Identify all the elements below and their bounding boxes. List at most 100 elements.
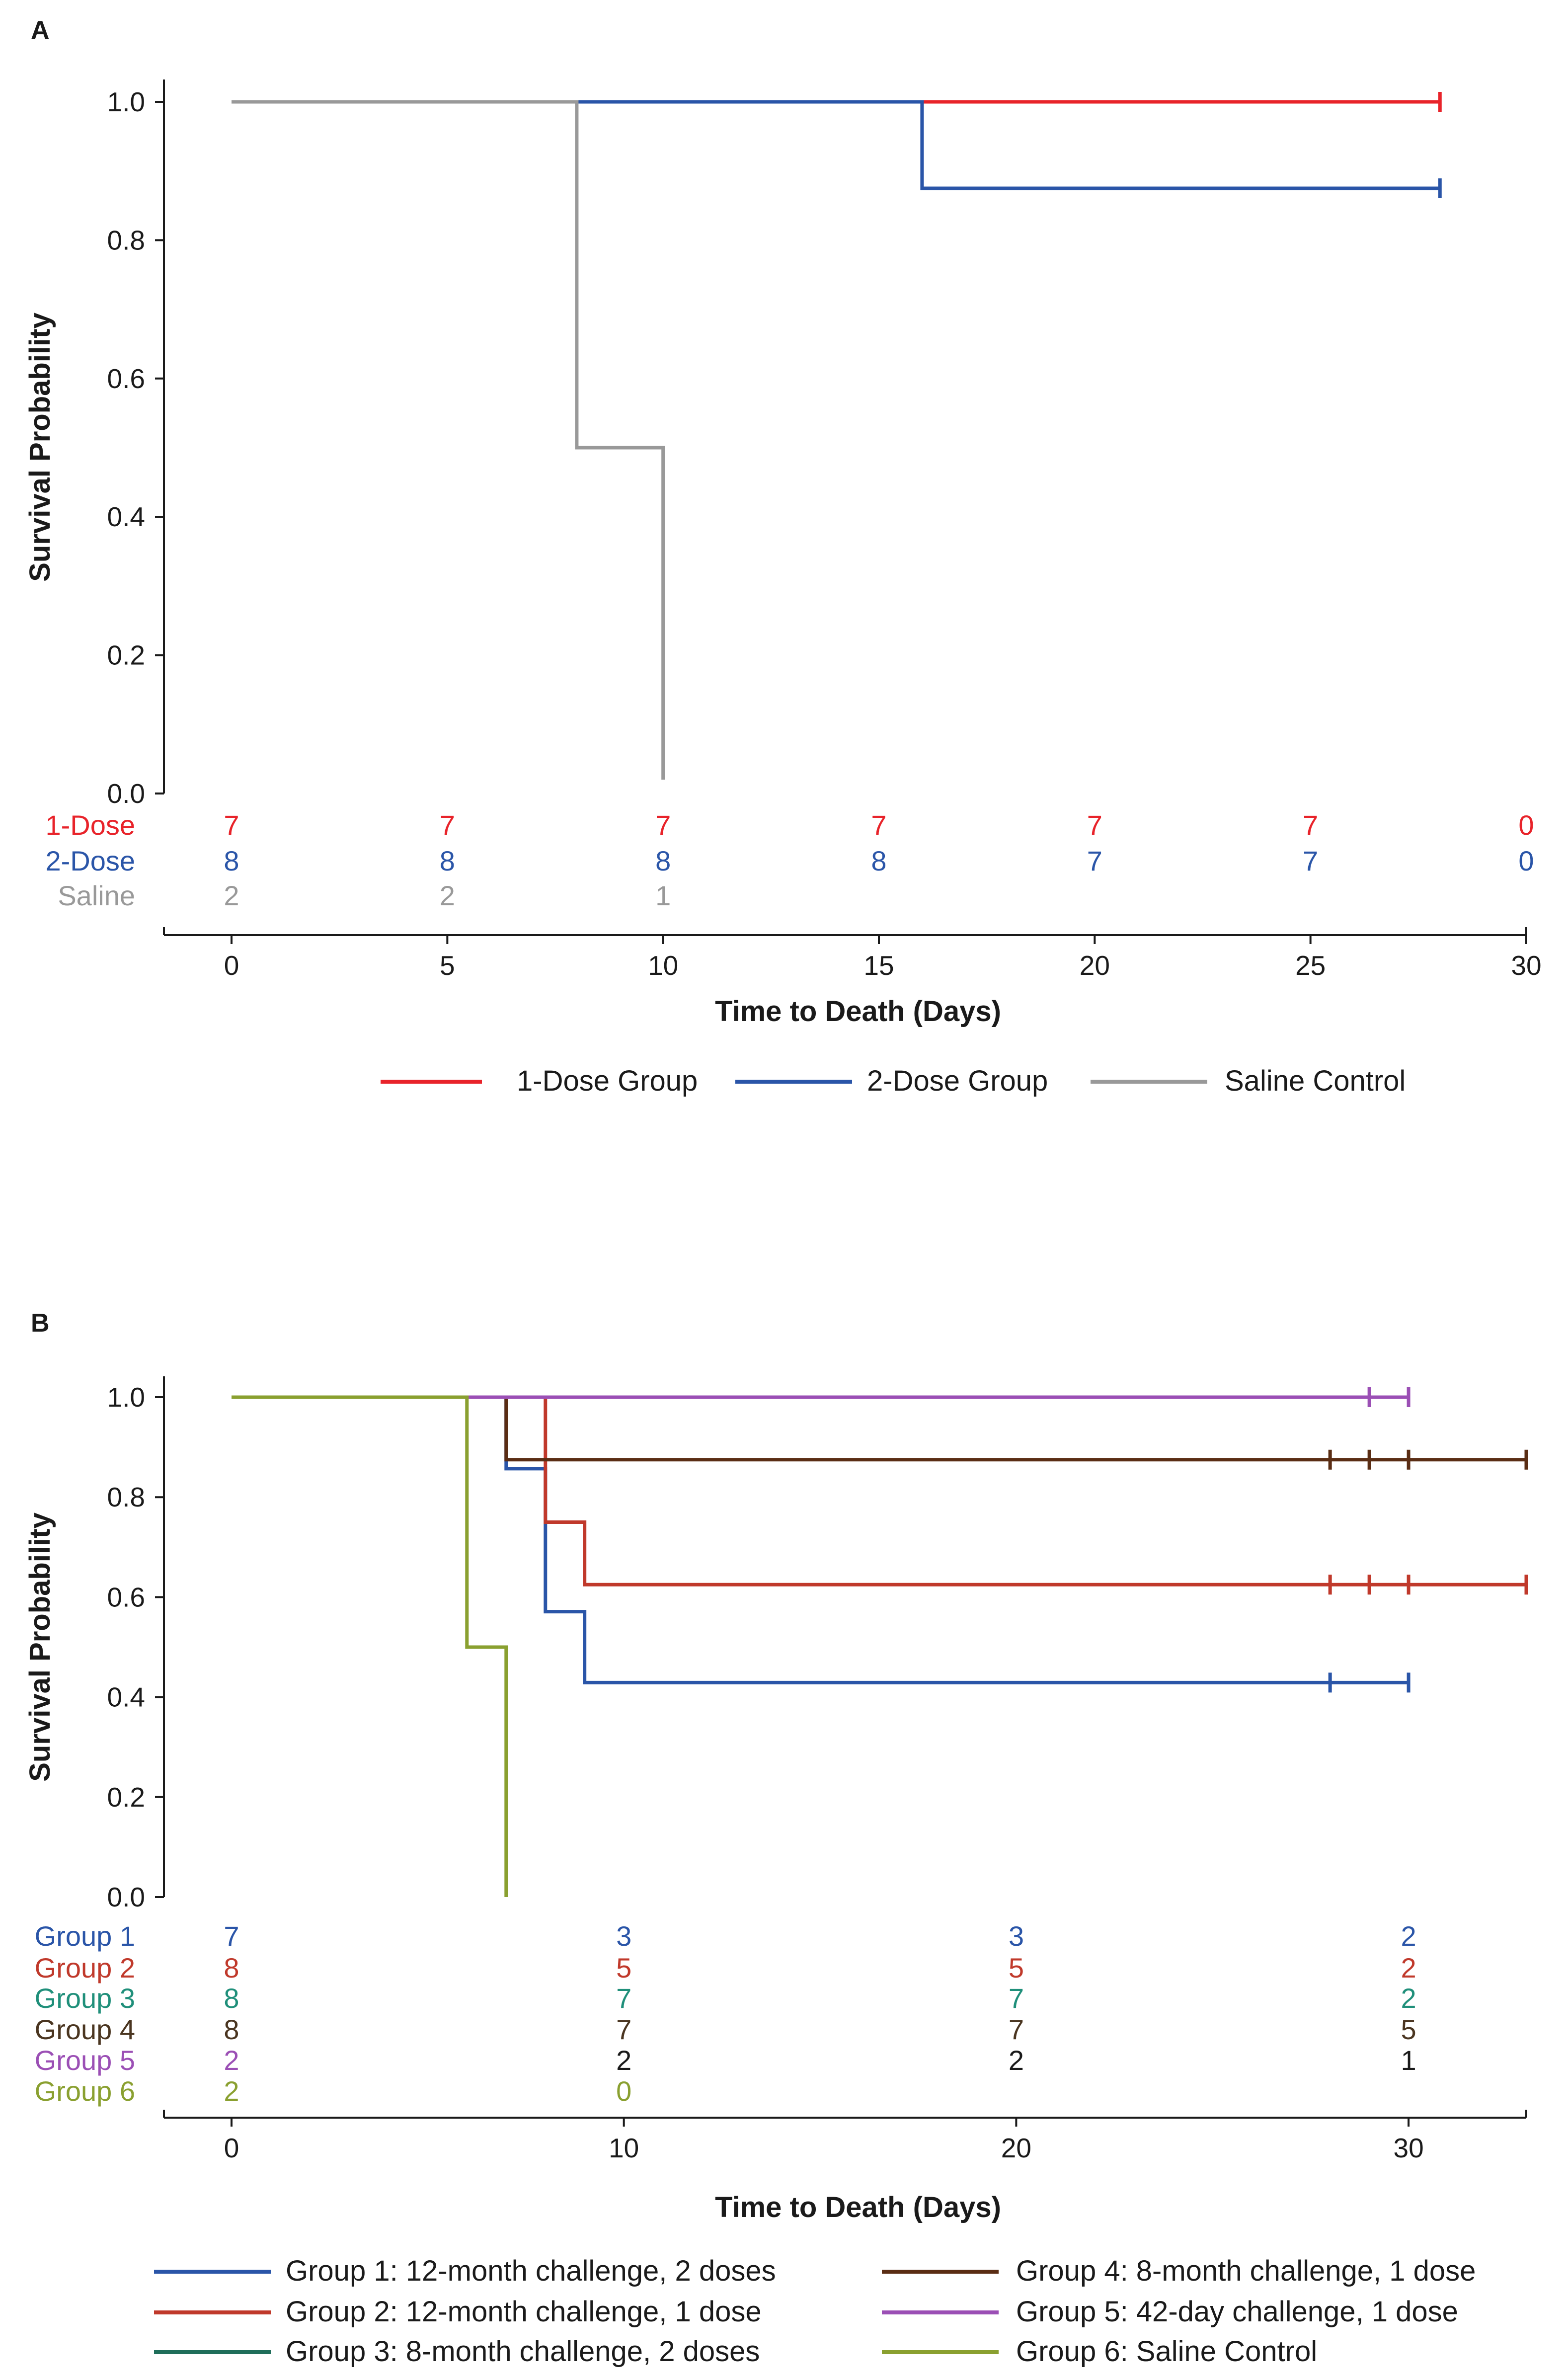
risk-count: 1 — [1401, 2045, 1416, 2076]
legend: Group 1: 12-month challenge, 2 doses Grou… — [154, 2255, 1476, 2368]
x-tick-label: 25 — [1295, 950, 1326, 981]
survival-series-6 — [232, 1395, 508, 1897]
risk-row-label: 1-Dose — [45, 809, 135, 841]
risk-row-label: Group 6 — [35, 2075, 135, 2107]
risk-count: 0 — [1518, 809, 1534, 841]
x-tick-label: 20 — [1080, 950, 1110, 981]
risk-row-label: Group 5 — [35, 2045, 135, 2076]
risk-count: 2 — [1401, 1952, 1416, 1983]
legend-label: 2-Dose Group — [867, 1065, 1048, 1097]
y-tick-label: 0.4 — [107, 501, 145, 532]
legend: 1-Dose Group 2-Dose Group Saline Control — [381, 1065, 1406, 1097]
x-tick-label: 30 — [1393, 2133, 1423, 2163]
y-tick-label: 1.0 — [107, 86, 145, 117]
survival-curve — [232, 1395, 1526, 1587]
risk-count: 2 — [224, 2045, 239, 2076]
risk-count: 8 — [224, 2014, 239, 2045]
x-tick-label: 5 — [440, 950, 455, 981]
legend-label: Group 2: 12-month challenge, 1 dose — [286, 2296, 762, 2328]
risk-count: 7 — [1009, 1983, 1024, 2014]
risk-count: 2 — [1401, 1920, 1416, 1952]
survival-curve — [232, 1395, 508, 1897]
risk-count: 7 — [1009, 2014, 1024, 2045]
survival-curve — [232, 100, 1440, 190]
x-tick-label: 10 — [648, 950, 678, 981]
panel-label: A — [31, 16, 50, 45]
x-tick-label: 30 — [1511, 950, 1541, 981]
survival-curve — [232, 1395, 1409, 1684]
risk-count: 8 — [224, 1983, 239, 2014]
survival-series-2 — [232, 100, 1442, 198]
risk-count: 2 — [224, 2075, 239, 2107]
survival-curve — [232, 100, 665, 780]
legend-label: Group 4: 8-month challenge, 1 dose — [1016, 2255, 1476, 2287]
risk-count: 3 — [616, 1920, 631, 1952]
risk-count: 7 — [1303, 845, 1318, 876]
risk-count: 7 — [655, 809, 671, 841]
chart-panel-a: A 0.0 0.2 0.4 0.6 0.8 1.0 Survival Probability 0… — [24, 16, 1542, 1097]
risk-count: 2 — [1401, 1983, 1416, 2014]
risk-count: 5 — [1009, 1952, 1024, 1983]
risk-count: 2 — [440, 880, 455, 911]
risk-row-label: 2-Dose — [45, 845, 135, 876]
legend-label: Group 5: 42-day challenge, 1 dose — [1016, 2296, 1458, 2328]
risk-count: 2 — [616, 2045, 631, 2076]
risk-count: 5 — [1401, 2014, 1416, 2045]
risk-count: 2 — [224, 880, 239, 911]
risk-count: 0 — [616, 2075, 631, 2107]
x-tick-label: 0 — [224, 2133, 239, 2163]
risk-count: 5 — [616, 1952, 631, 1983]
risk-count: 3 — [1009, 1920, 1024, 1952]
risk-count: 7 — [871, 809, 886, 841]
risk-row-label: Saline — [58, 880, 135, 911]
risk-count: 0 — [1518, 845, 1534, 876]
y-tick-label: 0.4 — [107, 1682, 145, 1713]
survival-series-4 — [232, 1395, 1528, 1470]
risk-count: 8 — [440, 845, 455, 876]
y-axis-title: Survival Probability — [24, 313, 56, 582]
risk-count: 7 — [440, 809, 455, 841]
panel-label: B — [31, 1309, 50, 1338]
risk-count: 7 — [224, 809, 239, 841]
survival-series-1 — [232, 1395, 1410, 1693]
legend-label: Saline Control — [1225, 1065, 1406, 1097]
y-tick-label: 0.2 — [107, 1782, 145, 1813]
legend-label: Group 1: 12-month challenge, 2 doses — [286, 2255, 776, 2287]
legend-label: Group 6: Saline Control — [1016, 2335, 1317, 2368]
x-tick-label: 0 — [224, 950, 239, 981]
x-axis-title: Time to Death (Days) — [715, 995, 1001, 1028]
survival-curve — [232, 1395, 1526, 1462]
y-axis-title: Survival Probability — [24, 1512, 56, 1782]
x-axis-title: Time to Death (Days) — [715, 2191, 1001, 2223]
risk-row-label: Group 4 — [35, 2014, 135, 2045]
y-tick-label: 0.2 — [107, 640, 145, 671]
x-tick-label: 15 — [863, 950, 894, 981]
y-tick-label: 0.8 — [107, 1482, 145, 1512]
chart-panel-b: B 0.0 0.2 0.4 0.6 0.8 1.0 Survival Probability 0… — [24, 1309, 1528, 2368]
risk-count: 7 — [1303, 809, 1318, 841]
risk-count: 8 — [224, 845, 239, 876]
y-tick-label: 0.0 — [107, 1882, 145, 1912]
risk-count: 8 — [655, 845, 671, 876]
risk-count: 8 — [871, 845, 886, 876]
risk-count: 7 — [1087, 809, 1102, 841]
risk-row-label: Group 1 — [35, 1920, 135, 1952]
y-tick-label: 0.6 — [107, 1582, 145, 1612]
survival-series-2 — [232, 1395, 1528, 1595]
x-tick-label: 10 — [609, 2133, 639, 2163]
risk-count: 7 — [224, 1920, 239, 1952]
risk-count: 2 — [1009, 2045, 1024, 2076]
x-tick-label: 20 — [1001, 2133, 1031, 2163]
y-tick-label: 0.0 — [107, 778, 145, 809]
risk-count: 7 — [616, 1983, 631, 2014]
risk-count: 7 — [616, 2014, 631, 2045]
risk-count: 8 — [224, 1952, 239, 1983]
legend-label: 1-Dose Group — [517, 1065, 698, 1097]
survival-series-3 — [232, 100, 665, 780]
risk-count: 1 — [655, 880, 671, 911]
y-tick-label: 0.6 — [107, 363, 145, 394]
y-tick-label: 1.0 — [107, 1382, 145, 1413]
risk-row-label: Group 2 — [35, 1952, 135, 1983]
risk-count: 7 — [1087, 845, 1102, 876]
